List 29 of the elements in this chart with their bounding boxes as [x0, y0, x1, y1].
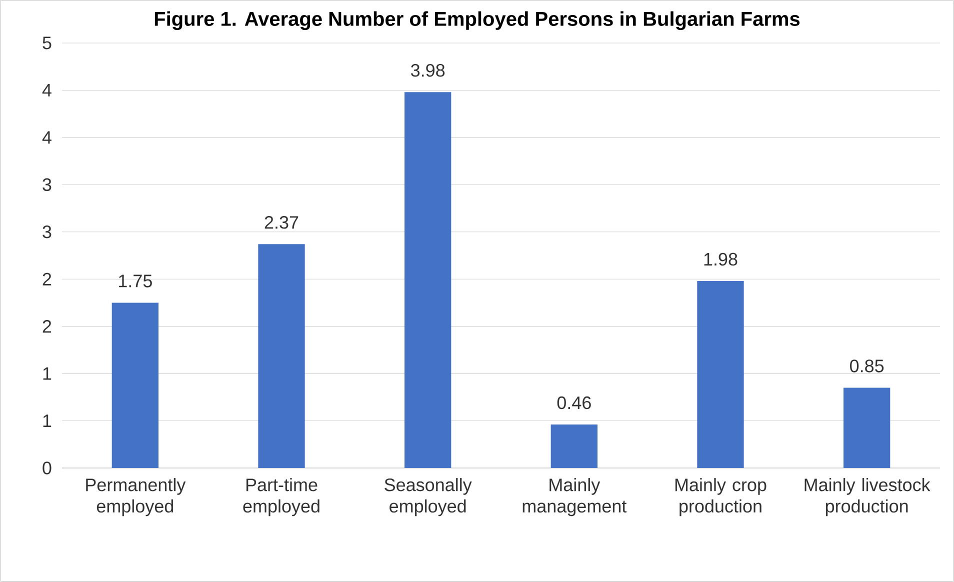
bar [112, 302, 159, 468]
data-label: 2.37 [264, 216, 298, 229]
bar [404, 92, 452, 468]
y-tick-label: 3 [42, 178, 52, 192]
y-tick-label: 5 [42, 36, 52, 50]
data-label: 1.75 [119, 274, 152, 288]
bar [843, 388, 890, 468]
y-tick-label: 4 [42, 84, 52, 96]
x-tick-label: Mainly management [522, 478, 627, 516]
y-tick-label: 4 [42, 131, 52, 144]
data-label: 1.98 [704, 252, 738, 266]
x-tick-label: Permanently employed [86, 478, 186, 516]
x-tick-label: Mainly crop production [675, 478, 766, 516]
y-tick-label: 3 [42, 226, 52, 238]
bar [697, 280, 744, 468]
y-tick-label: 2 [42, 272, 52, 286]
bar [258, 244, 305, 468]
chart-title: Figure 1. Average Number of Employed Persons in Bulgarian Farms [154, 11, 800, 30]
x-tick-label: Mainly livestock production [804, 478, 930, 516]
data-label: 3.98 [411, 64, 445, 77]
bar [550, 424, 598, 468]
data-label: 0.46 [557, 396, 591, 410]
x-tick-label: Seasonally employed [384, 478, 472, 516]
data-label: 0.85 [850, 360, 884, 372]
x-tick-label: Part-time employed [243, 478, 320, 516]
y-tick-label: 1 [43, 414, 52, 427]
y-tick-label: 2 [42, 320, 52, 333]
y-tick-label: 1 [43, 367, 52, 380]
y-tick-label: 0 [42, 462, 52, 474]
